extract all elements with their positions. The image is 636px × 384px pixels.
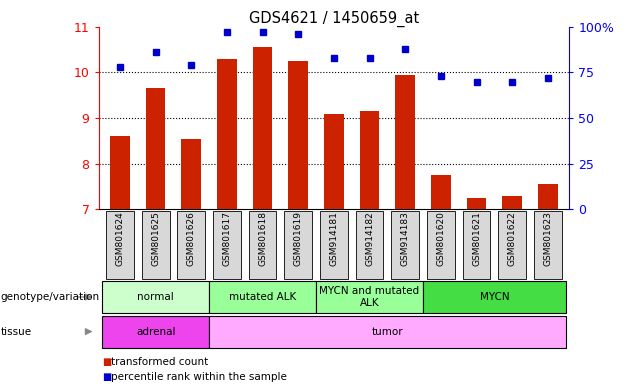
Bar [360, 111, 379, 209]
Text: MYCN and mutated
ALK: MYCN and mutated ALK [319, 286, 420, 308]
Text: tumor: tumor [371, 326, 403, 337]
Text: genotype/variation: genotype/variation [1, 292, 100, 302]
Bar [177, 211, 205, 279]
Text: GSM801623: GSM801623 [543, 212, 552, 266]
Text: GSM801625: GSM801625 [151, 212, 160, 266]
Text: GSM914181: GSM914181 [329, 212, 338, 266]
Text: adrenal: adrenal [136, 326, 176, 337]
Title: GDS4621 / 1450659_at: GDS4621 / 1450659_at [249, 11, 419, 27]
Bar [356, 211, 384, 279]
Bar [396, 75, 415, 209]
Bar [142, 211, 170, 279]
Text: ■: ■ [102, 357, 111, 367]
Bar [324, 114, 343, 209]
Bar [181, 139, 201, 209]
Text: percentile rank within the sample: percentile rank within the sample [111, 372, 287, 382]
Bar [467, 198, 487, 209]
Bar [102, 316, 209, 348]
Bar [534, 211, 562, 279]
Bar [209, 281, 316, 313]
Text: GSM801626: GSM801626 [187, 212, 196, 266]
Text: GSM914182: GSM914182 [365, 212, 374, 266]
Bar [249, 211, 277, 279]
Text: GSM914183: GSM914183 [401, 212, 410, 266]
Text: GSM801622: GSM801622 [508, 212, 516, 266]
Bar [502, 195, 522, 209]
Bar [217, 59, 237, 209]
Bar [498, 211, 526, 279]
Bar [462, 211, 490, 279]
Text: mutated ALK: mutated ALK [229, 292, 296, 302]
Text: GSM801618: GSM801618 [258, 212, 267, 266]
Bar [209, 316, 565, 348]
Bar [146, 88, 165, 209]
Bar [102, 281, 209, 313]
Text: normal: normal [137, 292, 174, 302]
Text: GSM801620: GSM801620 [436, 212, 445, 266]
Bar [431, 175, 451, 209]
Bar [284, 211, 312, 279]
Bar [110, 136, 130, 209]
Bar [316, 281, 423, 313]
Text: transformed count: transformed count [111, 357, 209, 367]
Bar [320, 211, 348, 279]
Bar [213, 211, 241, 279]
Text: tissue: tissue [1, 326, 32, 337]
Bar [252, 47, 272, 209]
Bar [427, 211, 455, 279]
Text: GSM801617: GSM801617 [223, 212, 232, 266]
Text: MYCN: MYCN [480, 292, 509, 302]
Text: ■: ■ [102, 372, 111, 382]
Text: GSM801621: GSM801621 [472, 212, 481, 266]
Bar [538, 184, 558, 209]
Bar [423, 281, 565, 313]
Bar [106, 211, 134, 279]
Text: GSM801619: GSM801619 [294, 212, 303, 266]
Text: GSM801624: GSM801624 [116, 212, 125, 266]
Bar [289, 61, 308, 209]
Bar [391, 211, 419, 279]
